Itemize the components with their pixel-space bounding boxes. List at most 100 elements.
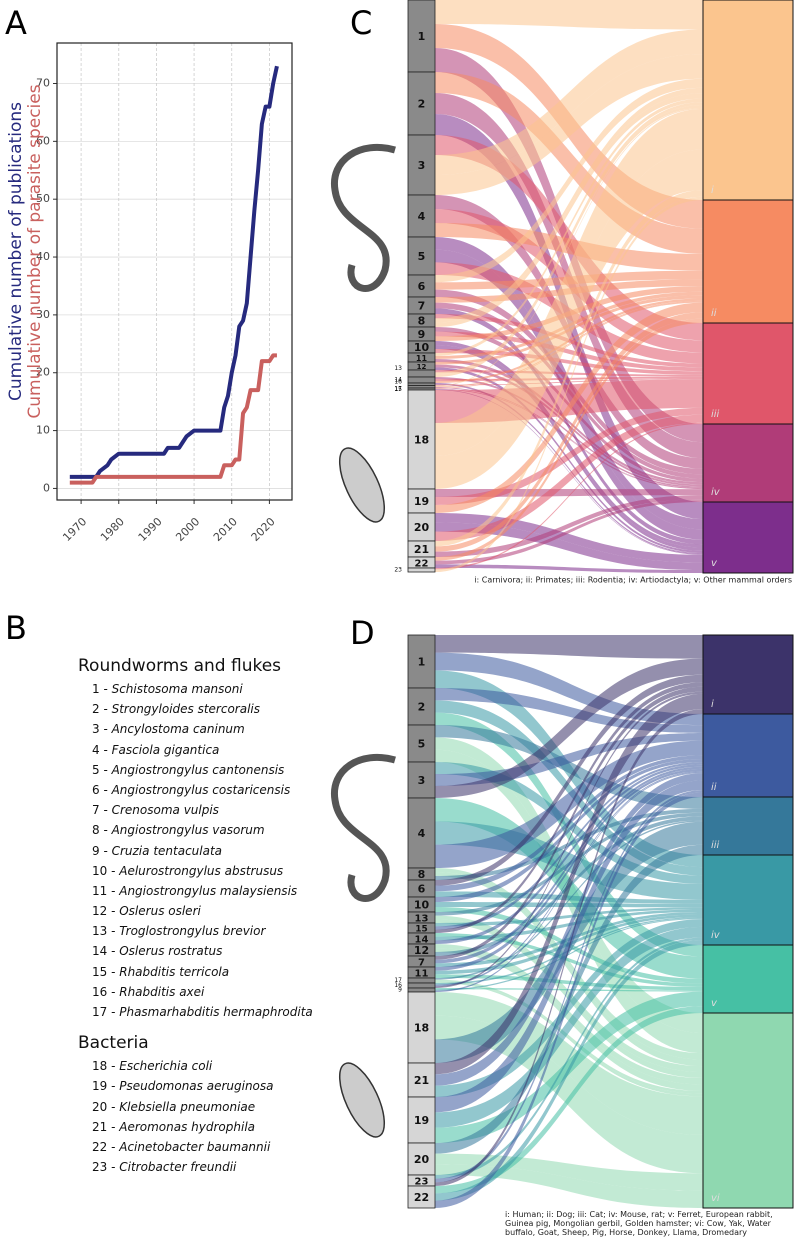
flow [435, 674, 703, 886]
source-node [407, 567, 436, 573]
flow [435, 196, 703, 571]
target-label: iii [711, 840, 720, 851]
source-node [407, 977, 436, 984]
target-label: iv [711, 930, 721, 941]
flow [435, 725, 703, 809]
flow [435, 635, 703, 659]
flow [435, 149, 703, 490]
worm-icon [330, 143, 396, 902]
source-label: 9 [418, 328, 426, 341]
source-node [407, 991, 436, 1064]
flow [435, 105, 703, 378]
flow [435, 712, 703, 957]
legend-item: 10 - Aelurostrongylus abstrusus [92, 863, 284, 878]
flow [435, 499, 703, 565]
flow [435, 407, 703, 505]
flow [435, 658, 703, 798]
target-node [702, 501, 794, 574]
source-label: 12 [414, 944, 429, 957]
source-label: 8 [418, 315, 426, 328]
source-node [407, 194, 436, 238]
panel-label: C [350, 4, 372, 42]
source-label: 6 [418, 883, 426, 896]
legend-item: 18 - Escherichia coli [92, 1059, 213, 1074]
legend-item: 1 - Schistosoma mansoni [92, 682, 243, 696]
source-node [407, 1096, 436, 1144]
legend-group: Roundworms and flukes 1 - Schistosoma man… [78, 656, 313, 1025]
flow [435, 891, 703, 904]
target-label: iv [711, 487, 721, 498]
legend-item: 19 - Pseudomonas aeruginosa [92, 1079, 274, 1094]
flow [435, 919, 703, 1097]
source-label: 17 [394, 977, 402, 984]
legend-item: 21 - Aeromonas hydrophila [92, 1119, 256, 1134]
source-label: 13 [415, 914, 429, 925]
flow [435, 682, 703, 933]
flow [435, 762, 703, 930]
legend-item: 9 - Cruzia tentaculata [92, 843, 223, 858]
flow [435, 378, 703, 386]
source-label: 12 [417, 363, 427, 371]
flow [435, 974, 703, 991]
source-node [407, 687, 436, 726]
source-label: 14 [415, 935, 429, 946]
source-node [407, 369, 436, 378]
y-tick-label: 10 [36, 424, 50, 437]
legend-item: 15 - Rhabditis terricola [92, 964, 230, 979]
source-label: 23 [394, 567, 402, 574]
legend-heading: Bacteria [78, 1033, 149, 1054]
source-label: 2 [418, 701, 426, 714]
panel-label: D [350, 614, 375, 652]
flow [435, 78, 703, 283]
legend-item: 3 - Ancylostoma caninum [92, 722, 245, 737]
flow [435, 300, 703, 388]
source-label: 11 [415, 969, 429, 980]
source-node [407, 1185, 436, 1209]
flow [435, 108, 703, 456]
x-tick-label: 2020 [249, 515, 278, 544]
target-node [702, 854, 794, 946]
source-label: 5 [418, 738, 426, 751]
flow [435, 389, 703, 555]
source-label: 19 [414, 1114, 429, 1127]
source-node [407, 376, 436, 384]
footnote-c: i: Carnivora; ii: Primates; iii: Rodenti… [474, 576, 792, 585]
flow [435, 98, 703, 356]
source-label: 11 [416, 354, 428, 363]
flow [435, 790, 703, 1183]
legend-item: 14 - Oslerus rostratus [92, 944, 223, 959]
flow [435, 190, 703, 547]
target-node [702, 423, 794, 503]
target-node [702, 634, 794, 715]
flow [435, 918, 703, 991]
flow [435, 301, 703, 389]
x-tick-label: 1980 [98, 515, 127, 544]
flow [435, 688, 703, 734]
flow [435, 766, 703, 964]
source-label: 23 [415, 1177, 429, 1188]
flow [435, 868, 703, 1060]
target-label: v [711, 558, 718, 569]
target-node [702, 796, 794, 856]
flow [435, 988, 703, 992]
target-label: i [711, 185, 714, 196]
target-node [702, 322, 794, 425]
legend-item: 12 - Oslerus osleri [92, 904, 201, 919]
legend-item: 6 - Angiostrongylus costaricensis [92, 782, 291, 797]
bacterium-icon [338, 447, 386, 1138]
flow [435, 564, 703, 573]
legend-item: 8 - Angiostrongylus vasorum [92, 823, 265, 838]
source-node [407, 724, 436, 763]
y-tick-label: 40 [36, 250, 50, 263]
flow [435, 691, 703, 988]
source-label: 16 [394, 378, 402, 385]
target-label: vi [711, 1193, 720, 1204]
panel-label: A [5, 4, 27, 42]
flow [435, 740, 703, 868]
flow [435, 102, 703, 375]
source-label: 7 [418, 300, 426, 313]
target-node [702, 713, 794, 798]
flow [435, 872, 703, 1067]
source-label: 20 [414, 1153, 430, 1166]
